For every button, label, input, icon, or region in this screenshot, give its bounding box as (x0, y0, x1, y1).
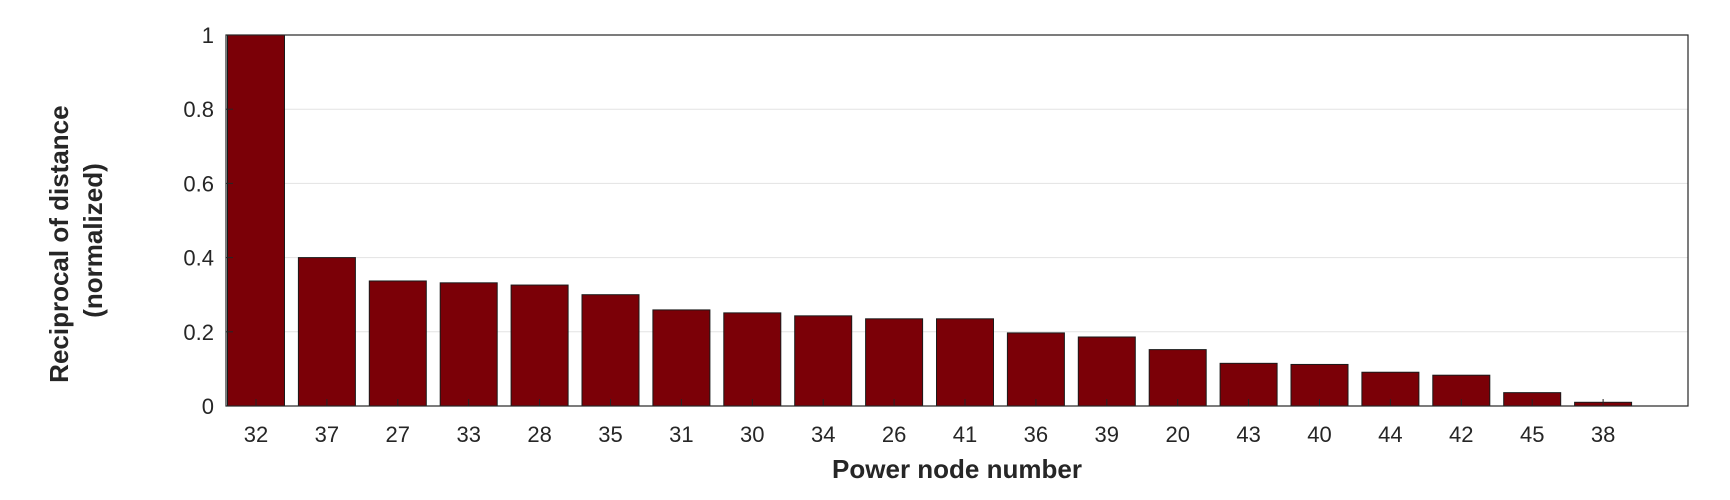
x-tick-label: 33 (456, 422, 480, 447)
bar-node-37 (297, 257, 356, 407)
x-tick-label: 31 (669, 422, 693, 447)
x-tick-label: 36 (1024, 422, 1048, 447)
bar-node-31 (652, 309, 711, 407)
x-tick-label: 28 (527, 422, 551, 447)
x-tick-label: 43 (1236, 422, 1260, 447)
bar-node-30 (723, 312, 782, 407)
y-tick-label: 0.2 (183, 320, 214, 345)
bar-node-35 (581, 294, 640, 407)
x-tick-label: 37 (315, 422, 339, 447)
x-tick-label: 30 (740, 422, 764, 447)
x-tick-label: 27 (386, 422, 410, 447)
plot-area-frame (225, 34, 1689, 407)
y-axis-tick-labels: 0 0.2 0.4 0.6 0.8 1 (183, 23, 214, 419)
x-tick-label: 34 (811, 422, 835, 447)
bar-node-36 (1006, 332, 1065, 407)
y-tick-label: 0.8 (183, 97, 214, 122)
y-tick-label: 1 (202, 23, 214, 48)
bar-node-26 (865, 318, 924, 407)
x-tick-label: 38 (1591, 422, 1615, 447)
bar-node-33 (439, 282, 498, 407)
bar-node-39 (1077, 336, 1136, 407)
bar-node-28 (510, 284, 569, 407)
y-axis-label: Reciprocal of distance (normalized) (44, 98, 108, 383)
y-tick-label: 0.6 (183, 171, 214, 196)
bar-node-27 (368, 280, 427, 407)
x-tick-label: 42 (1449, 422, 1473, 447)
bar-node-20 (1148, 349, 1207, 407)
x-axis-label: Power node number (832, 454, 1082, 484)
y-tick-label: 0.4 (183, 246, 214, 271)
y-axis-label-line-2: (normalized) (78, 163, 108, 318)
bar-node-32 (227, 34, 285, 407)
bar-node-34 (794, 315, 853, 407)
bar-node-41 (936, 318, 994, 407)
x-tick-label: 45 (1520, 422, 1544, 447)
y-axis-label-line-1: Reciprocal of distance (44, 105, 74, 382)
x-tick-label: 35 (598, 422, 622, 447)
x-tick-label: 40 (1307, 422, 1331, 447)
x-axis-tick-labels: 32 37 27 33 28 35 31 30 34 26 41 36 39 20 43 40 44 42 45 38 (244, 422, 1616, 447)
y-tick-label: 0 (202, 394, 214, 419)
bar-node-43 (1219, 362, 1278, 407)
tick-marks (226, 34, 1604, 407)
x-tick-label: 26 (882, 422, 906, 447)
x-tick-label: 32 (244, 422, 268, 447)
x-tick-label: 44 (1378, 422, 1402, 447)
bars (227, 34, 1633, 407)
x-tick-label: 41 (953, 422, 977, 447)
x-tick-label: 20 (1165, 422, 1189, 447)
x-tick-label: 39 (1095, 422, 1119, 447)
